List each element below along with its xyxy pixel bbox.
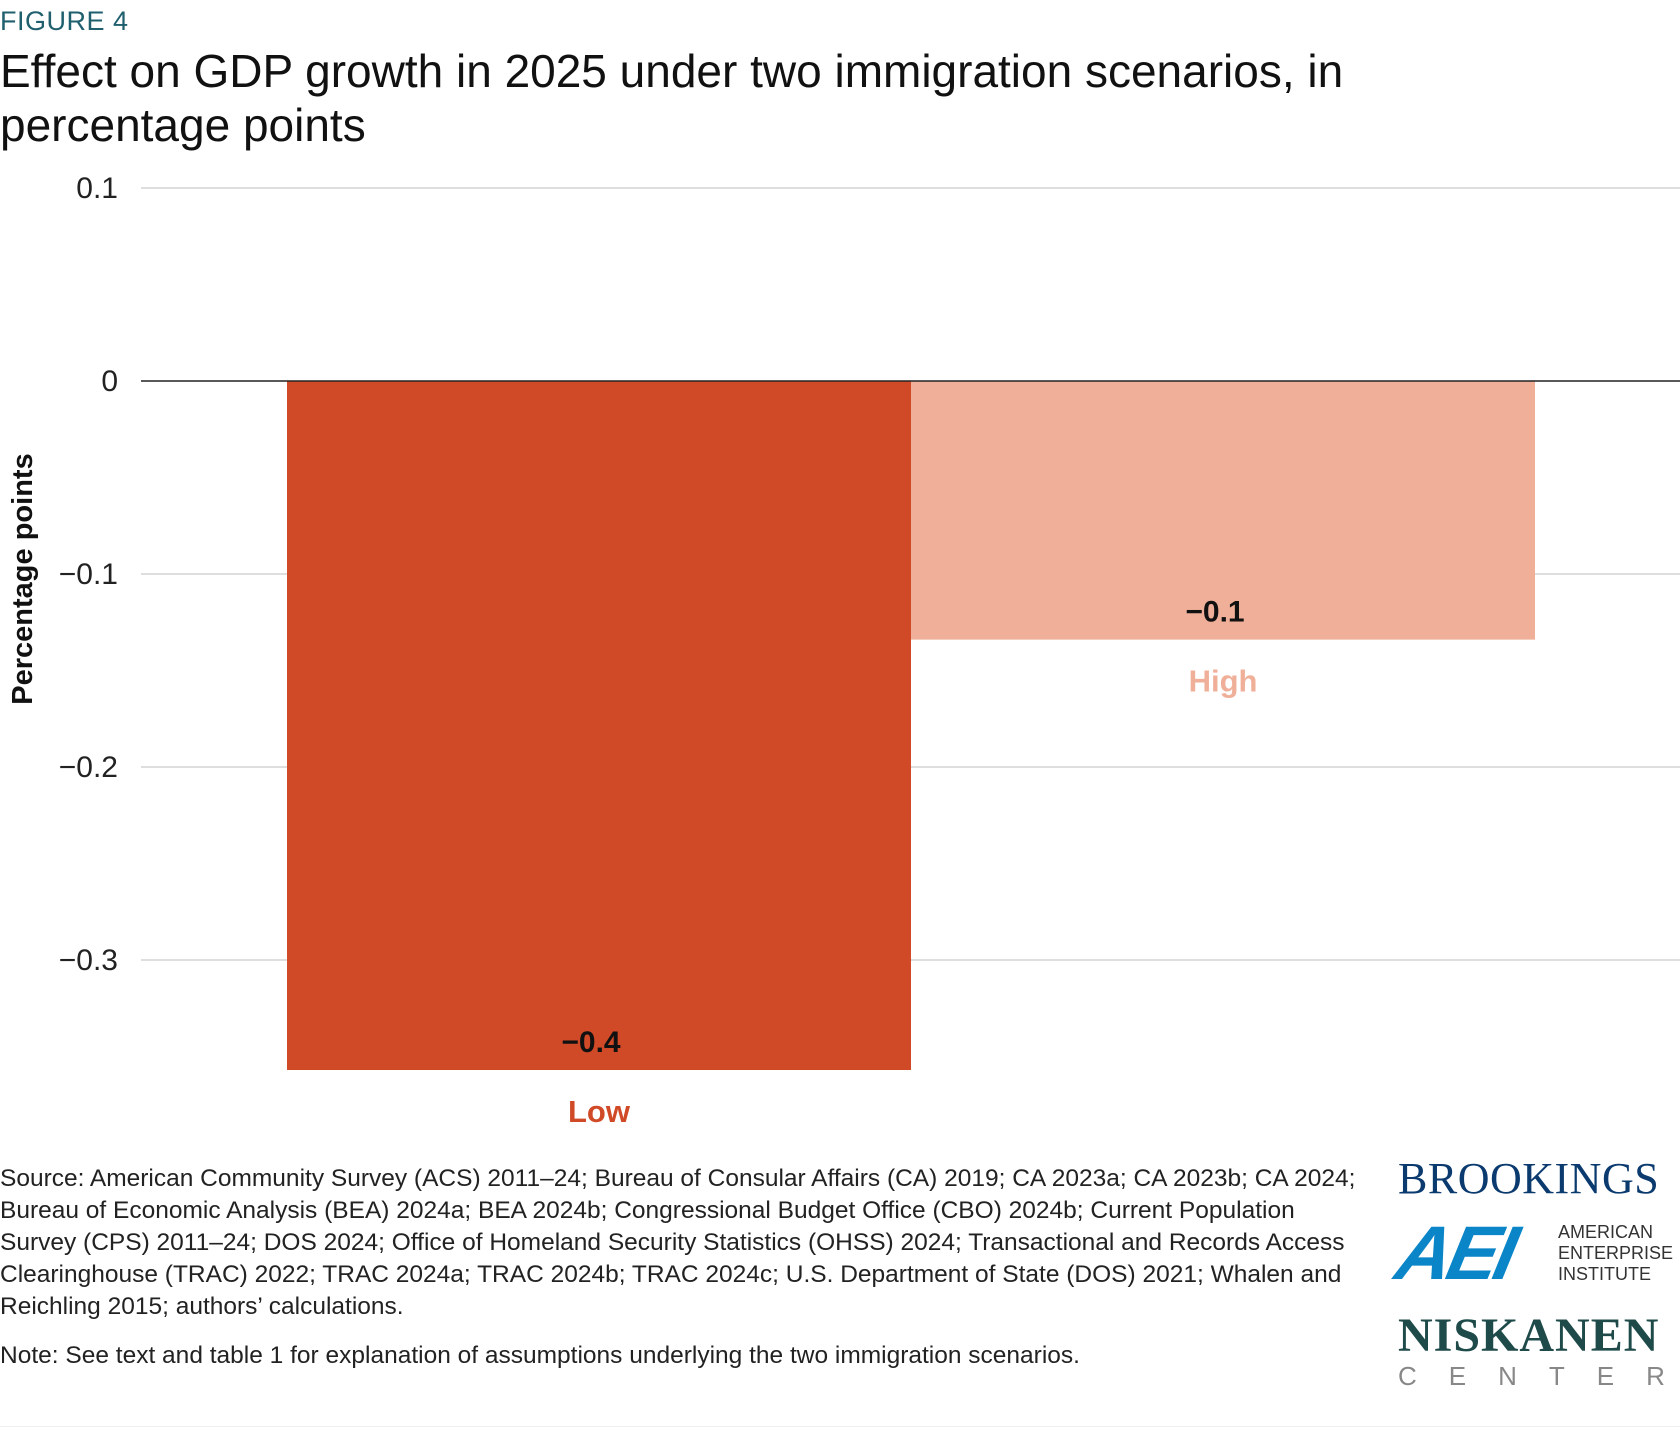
data-label: −0.1 [1185, 596, 1244, 629]
data-label: −0.4 [561, 1026, 621, 1059]
y-tick-label: −0.1 [59, 558, 118, 591]
figure-label: FIGURE 4 [0, 6, 129, 36]
y-axis-label: Percentage points [7, 453, 39, 704]
aei-mark: AEI [1388, 1210, 1522, 1296]
chart-title: Effect on GDP growth in 2025 under two i… [0, 45, 1344, 151]
category-label: High [1189, 664, 1258, 699]
aei-text-line: ENTERPRISE [1558, 1242, 1674, 1263]
y-tick-label: −0.3 [59, 944, 118, 977]
source-text: Source: American Community Survey (ACS) … [0, 1165, 1356, 1320]
bar-low [287, 381, 911, 1071]
divider [0, 1426, 1680, 1427]
aei-text-line: INSTITUTE [1558, 1263, 1651, 1284]
note-text: Note: See text and table 1 for explanati… [0, 1342, 1080, 1369]
aei-text: AMERICAN ENTERPRISE INSTITUTE [1558, 1222, 1673, 1285]
y-tick-label: −0.2 [59, 751, 118, 784]
aei-text-line: AMERICAN [1558, 1221, 1654, 1242]
niskanen-logo: NISKANEN [1398, 1309, 1660, 1362]
category-label: Low [568, 1094, 631, 1129]
logos: BROOKINGS AEI AMERICAN ENTERPRISE INSTIT… [1389, 1154, 1680, 1392]
y-tick-label: 0 [101, 365, 118, 398]
bar-chart: 0.1 0 −0.1 −0.2 −0.3 −0.4 Low −0.1 High Percentag… [7, 172, 1680, 1129]
aei-logo: AEI AMERICAN ENTERPRISE INSTITUTE [1389, 1209, 1680, 1297]
y-tick-label: 0.1 [76, 172, 118, 205]
bar-high [911, 381, 1535, 640]
brookings-logo: BROOKINGS [1398, 1154, 1660, 1203]
niskanen-center-text: CENTER [1398, 1361, 1680, 1391]
